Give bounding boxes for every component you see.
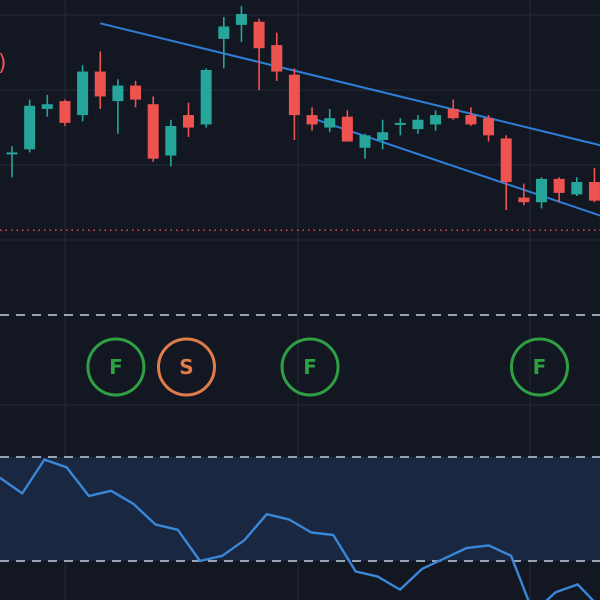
candle xyxy=(183,102,194,137)
candle-body xyxy=(500,138,512,182)
candle-body xyxy=(483,118,495,136)
candle-body xyxy=(59,101,71,123)
candle-body xyxy=(377,132,389,140)
candle xyxy=(571,177,583,196)
candle-body xyxy=(183,115,194,128)
candle-body xyxy=(430,115,442,125)
candle-body xyxy=(324,118,336,128)
candle-body xyxy=(553,178,565,193)
candle xyxy=(77,65,89,122)
oscillator-line xyxy=(0,458,595,600)
candle-body xyxy=(6,152,18,155)
candle xyxy=(288,68,300,140)
candle-body xyxy=(341,116,353,142)
candle xyxy=(553,177,565,203)
candle-body xyxy=(77,71,89,116)
event-marker-label: F xyxy=(303,355,317,379)
event-marker-f: F xyxy=(510,337,569,397)
candle xyxy=(112,79,124,134)
candle-body xyxy=(394,122,406,125)
candle xyxy=(483,115,495,142)
candle xyxy=(94,51,106,109)
candle-body xyxy=(271,45,283,72)
candle-body xyxy=(571,182,583,195)
candle xyxy=(306,107,318,131)
candle xyxy=(200,68,212,128)
candle xyxy=(518,183,530,206)
candle-body xyxy=(218,26,230,39)
candle xyxy=(271,32,283,81)
candle xyxy=(588,168,600,203)
candle xyxy=(324,108,336,133)
oscillator-pane xyxy=(0,456,600,600)
candle-body xyxy=(94,71,106,97)
event-marker-ring xyxy=(510,337,569,397)
candle xyxy=(447,99,459,120)
candle-body xyxy=(536,178,547,203)
candle xyxy=(59,99,71,126)
candle xyxy=(341,110,353,142)
candle xyxy=(536,177,547,209)
candle-body xyxy=(253,21,265,49)
candle-body xyxy=(306,115,318,125)
candle xyxy=(235,6,247,42)
event-marker-f: F xyxy=(280,337,340,397)
price-pane xyxy=(0,6,600,231)
candle-body xyxy=(200,70,212,125)
candle xyxy=(465,107,477,126)
candle xyxy=(218,17,230,69)
candle-body xyxy=(24,105,36,150)
candle-body xyxy=(112,85,124,102)
candle-body xyxy=(359,135,371,148)
candle xyxy=(130,80,142,108)
event-marker-ring xyxy=(280,337,340,397)
candle xyxy=(147,96,159,162)
channel-upper-line xyxy=(100,22,600,147)
candle xyxy=(500,135,512,210)
event-marker-ring xyxy=(86,337,146,397)
event-marker-ring xyxy=(157,337,216,397)
candle xyxy=(165,119,177,167)
candle-body xyxy=(412,119,424,130)
candle xyxy=(253,18,265,91)
candle-body xyxy=(130,85,142,100)
candle-body xyxy=(165,126,177,156)
event-marker-f: F xyxy=(86,337,146,397)
candle xyxy=(359,133,371,159)
candle xyxy=(377,119,389,150)
top-left-glyph: ) xyxy=(0,51,7,76)
candle-body xyxy=(465,115,477,125)
candle-body xyxy=(447,108,459,119)
event-marker-s: S xyxy=(157,337,216,397)
event-marker-label: F xyxy=(533,355,547,379)
candle xyxy=(430,110,442,131)
candle xyxy=(24,99,36,153)
candle xyxy=(41,94,53,117)
candle xyxy=(6,146,18,178)
event-marker-label: F xyxy=(109,355,123,379)
candle-body xyxy=(235,14,247,25)
candle-body xyxy=(41,104,53,109)
candle-body xyxy=(288,74,300,116)
candle xyxy=(394,118,406,136)
candle xyxy=(412,115,424,134)
candle-body xyxy=(147,104,159,159)
oscillator-band xyxy=(0,457,600,561)
event-marker-label: S xyxy=(179,355,193,379)
candle-body xyxy=(588,182,600,201)
candle-body xyxy=(518,197,530,203)
